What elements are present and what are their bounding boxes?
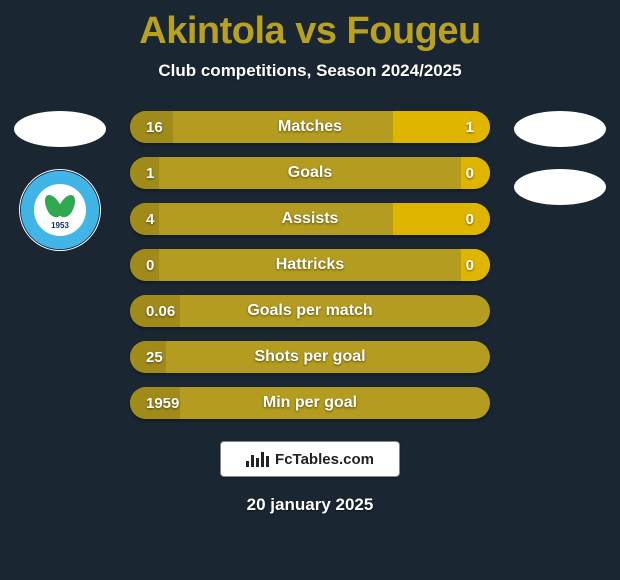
stat-value-left: 4 xyxy=(146,211,154,228)
stat-value-right: 1 xyxy=(466,119,474,136)
stat-value-right: 0 xyxy=(466,257,474,274)
stat-label: Assists xyxy=(282,210,339,228)
club-badge-right-placeholder xyxy=(514,169,606,205)
left-column: 1953 xyxy=(8,111,112,419)
stat-value-left: 1959 xyxy=(146,395,179,412)
stat-value-left: 0 xyxy=(146,257,154,274)
stat-value-left: 0.06 xyxy=(146,303,175,320)
stat-segment-left xyxy=(130,157,159,189)
brand-chart-icon xyxy=(246,452,269,467)
club-year: 1953 xyxy=(51,221,69,230)
stat-bar: 0 0 Hattricks xyxy=(130,249,490,281)
date-label: 20 january 2025 xyxy=(0,495,620,515)
stats-column: 16 1 Matches 1 0 Goals 4 0 Assists 0 0 Hattricks 0.0… xyxy=(112,111,508,419)
stat-label: Goals xyxy=(288,164,332,182)
stat-label: Shots per goal xyxy=(254,348,365,366)
stat-segment-right xyxy=(393,111,490,143)
stat-bar: 16 1 Matches xyxy=(130,111,490,143)
club-badge-left: 1953 xyxy=(19,169,101,251)
stat-segment-left xyxy=(130,249,159,281)
stat-bar: 0.06 Goals per match xyxy=(130,295,490,327)
right-column xyxy=(508,111,612,419)
stat-value-left: 16 xyxy=(146,119,163,136)
comparison-card: Akintola vs Fougeu Club competitions, Se… xyxy=(0,0,620,580)
stat-label: Min per goal xyxy=(263,394,357,412)
stat-segment-right xyxy=(393,203,490,235)
stat-segment-left xyxy=(130,203,159,235)
stat-bar: 1959 Min per goal xyxy=(130,387,490,419)
stat-label: Goals per match xyxy=(247,302,372,320)
brand-text: FcTables.com xyxy=(275,451,374,468)
stat-bar: 4 0 Assists xyxy=(130,203,490,235)
stat-bar: 1 0 Goals xyxy=(130,157,490,189)
stat-value-right: 0 xyxy=(466,211,474,228)
stat-value-right: 0 xyxy=(466,165,474,182)
stat-label: Hattricks xyxy=(276,256,344,274)
body-row: 1953 16 1 Matches 1 0 Goals 4 0 Assists 0 0 Hattric… xyxy=(0,111,620,419)
player-right-placeholder xyxy=(514,111,606,147)
stat-bar: 25 Shots per goal xyxy=(130,341,490,373)
player-left-placeholder xyxy=(14,111,106,147)
brand-badge[interactable]: FcTables.com xyxy=(220,441,400,477)
subtitle: Club competitions, Season 2024/2025 xyxy=(0,61,620,81)
page-title: Akintola vs Fougeu xyxy=(0,0,620,53)
stat-value-left: 25 xyxy=(146,349,163,366)
stat-value-left: 1 xyxy=(146,165,154,182)
stat-label: Matches xyxy=(278,118,342,136)
